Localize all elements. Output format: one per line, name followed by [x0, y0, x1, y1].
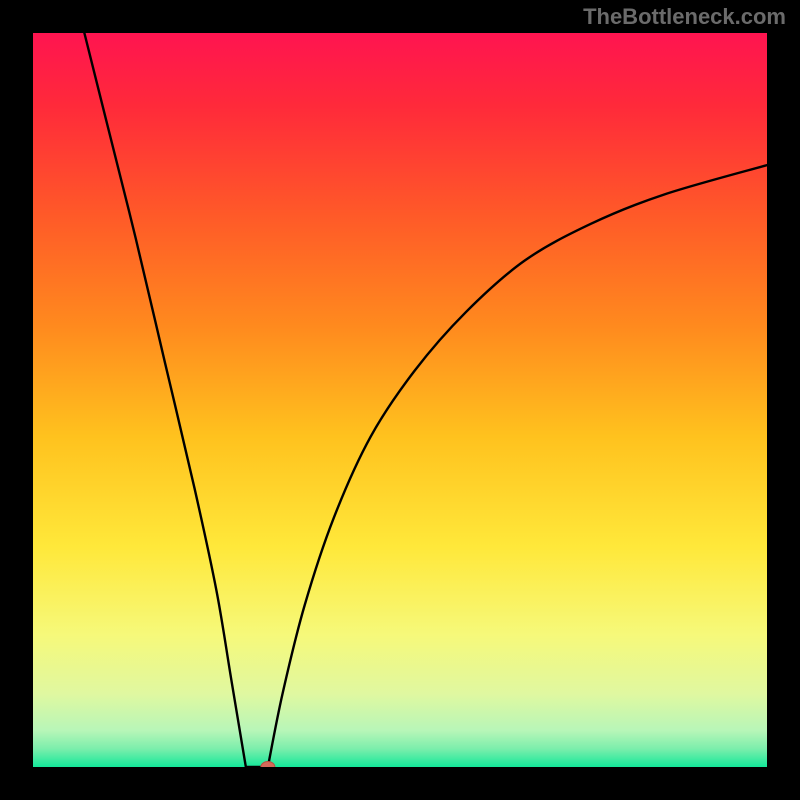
plot-background — [33, 33, 767, 767]
watermark-text: TheBottleneck.com — [583, 4, 786, 30]
bottleneck-chart — [33, 33, 767, 767]
